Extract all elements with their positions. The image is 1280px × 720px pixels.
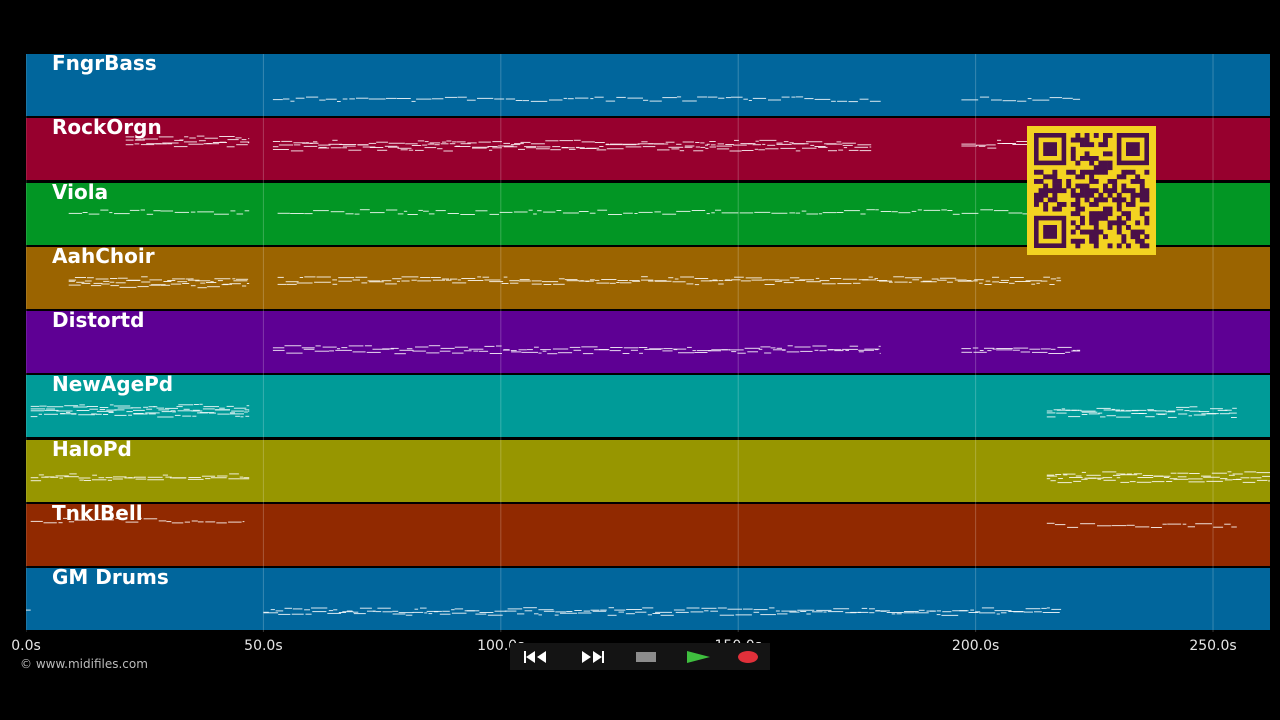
record-button[interactable] — [726, 645, 770, 668]
qr-code-icon[interactable] — [1027, 126, 1156, 255]
fast-forward-button[interactable] — [570, 645, 614, 668]
note-pattern — [30, 404, 1237, 419]
track-lane[interactable]: TnklBell — [26, 503, 1270, 566]
note-pattern — [68, 208, 1062, 215]
record-icon — [738, 650, 758, 663]
note-pattern — [125, 135, 1081, 152]
rewind-button[interactable] — [514, 645, 558, 668]
track-name: Viola — [52, 182, 109, 204]
track-name: Distortd — [52, 311, 145, 332]
track-lane[interactable]: AahChoir — [26, 246, 1270, 309]
track-name: NewAgePd — [52, 375, 174, 397]
time-tick-label: 0.0s — [11, 638, 41, 654]
time-tick-label: 50.0s — [244, 638, 283, 654]
note-pattern — [30, 517, 1237, 528]
qr-pattern — [1034, 133, 1150, 249]
track-name: GM Drums — [52, 568, 169, 589]
note-pattern — [68, 275, 1062, 288]
copyright-notice: © www.midifiles.com — [20, 657, 148, 671]
track-lane[interactable]: HaloPd — [26, 439, 1270, 502]
play-button[interactable] — [676, 645, 720, 668]
note-pattern — [272, 96, 1081, 103]
track-lane[interactable]: GM Drums — [26, 568, 1270, 630]
track-lanes: FngrBass RockOrgn Viola AahChoir Distortd New… — [26, 54, 1270, 632]
time-tick-label: 250.0s — [1189, 638, 1237, 654]
note-pattern — [30, 470, 1270, 483]
track-name: FngrBass — [52, 54, 157, 75]
rewind-icon — [524, 650, 546, 663]
stop-icon — [636, 651, 656, 662]
note-pattern — [26, 607, 1062, 616]
track-lane[interactable]: FngrBass — [26, 54, 1270, 116]
note-pattern — [272, 345, 1081, 355]
track-lane[interactable]: Distortd — [26, 311, 1270, 373]
track-name: AahChoir — [52, 246, 155, 268]
transport-controls — [510, 643, 770, 670]
fast-forward-icon — [582, 650, 604, 663]
play-icon — [687, 650, 710, 663]
track-lane[interactable]: NewAgePd — [26, 375, 1270, 438]
track-name: RockOrgn — [52, 118, 162, 140]
track-name: TnklBell — [52, 503, 143, 525]
time-tick-label: 200.0s — [951, 638, 1000, 654]
track-name: HaloPd — [52, 439, 132, 461]
stop-button[interactable] — [624, 645, 668, 668]
